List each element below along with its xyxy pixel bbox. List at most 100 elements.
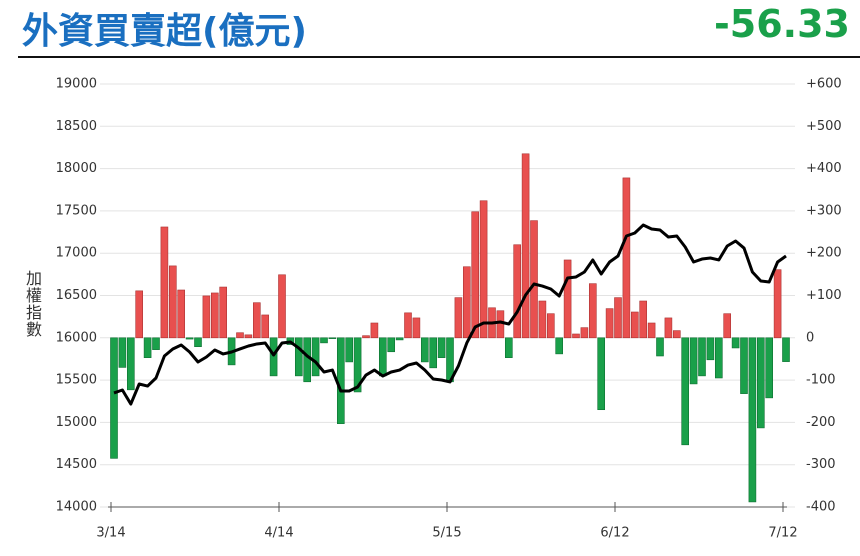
y2-tick-label: -400 (806, 500, 836, 515)
bar (714, 337, 723, 379)
bar (211, 292, 219, 339)
y-tick-label: 18000 (56, 161, 97, 176)
y-tick-label: 15000 (56, 415, 97, 430)
header-rule (18, 56, 860, 58)
bar (202, 295, 211, 339)
y-tick-label: 17000 (56, 246, 97, 261)
bar (538, 300, 547, 339)
bar (647, 322, 656, 339)
y2-tick-label: -200 (806, 415, 836, 430)
bar (370, 322, 379, 339)
bar (278, 274, 286, 339)
bar (706, 337, 715, 361)
bar (387, 337, 396, 353)
bar (437, 337, 446, 358)
x-tick-label: 7/12 (768, 526, 797, 541)
latest-value: -56.33 (714, 2, 850, 46)
bar (454, 297, 463, 339)
bar (656, 337, 664, 357)
y2-tick-label: +100 (806, 288, 842, 303)
bar (622, 177, 631, 339)
bar (253, 302, 261, 339)
x-tick-label: 3/14 (96, 526, 125, 541)
y2-tick-label: +500 (806, 119, 842, 134)
y2-tick-label: +300 (806, 203, 842, 218)
bar (723, 313, 732, 339)
bar (672, 330, 681, 339)
bar (261, 314, 270, 339)
bar (353, 337, 362, 393)
bar (328, 337, 337, 339)
bar (336, 337, 345, 424)
bar (219, 286, 227, 339)
bar (530, 220, 538, 339)
bar (639, 300, 648, 339)
bar (572, 333, 580, 339)
bar (563, 259, 572, 339)
y-axis-label: 加權指數 (23, 270, 42, 338)
y-tick-label: 14000 (56, 500, 97, 515)
bar (110, 337, 118, 459)
bar (412, 317, 421, 339)
x-tick-label: 6/12 (600, 526, 629, 541)
y-tick-label: 16500 (56, 288, 97, 303)
y2-tick-label: 0 (806, 330, 814, 345)
bar (546, 313, 555, 339)
bar (404, 312, 412, 339)
bar (740, 337, 748, 394)
bar (773, 269, 782, 339)
bar (160, 226, 169, 339)
y-tick-label: 19000 (56, 77, 97, 92)
bar (118, 337, 127, 368)
bar (765, 337, 774, 399)
x-tick-label: 4/14 (264, 526, 293, 541)
bar (311, 337, 320, 377)
bar (664, 317, 673, 339)
y2-tick-label: +400 (806, 161, 842, 176)
bar (362, 335, 370, 339)
y-tick-label: 18500 (56, 119, 97, 134)
bar (698, 337, 706, 377)
y-tick-label: 17500 (56, 203, 97, 218)
bar (462, 266, 471, 339)
bar (614, 297, 622, 339)
bar (169, 265, 177, 339)
bar (521, 153, 530, 339)
y2-tick-label: +200 (806, 246, 842, 261)
bar (303, 337, 312, 383)
y2-tick-label: +600 (806, 77, 842, 92)
bar (127, 337, 135, 391)
bar (177, 289, 185, 339)
bar (320, 337, 328, 344)
bar (496, 310, 505, 339)
bar (580, 327, 589, 339)
title: 外資買賣超(億元) (22, 11, 307, 52)
bar (269, 337, 278, 377)
bar (294, 337, 303, 377)
bar (429, 337, 438, 369)
bar (479, 200, 488, 339)
bar (471, 211, 480, 339)
bar (597, 337, 606, 411)
bar (555, 337, 564, 355)
bar (689, 337, 698, 385)
y2-tick-label: -100 (806, 373, 836, 388)
bar (194, 337, 202, 347)
bar (244, 334, 253, 339)
bar (504, 337, 513, 358)
bar (513, 244, 522, 339)
bar (345, 337, 354, 363)
bar (236, 332, 244, 339)
bar (681, 337, 690, 446)
y-tick-label: 14500 (56, 457, 97, 472)
bar (420, 337, 429, 363)
y-tick-label: 15500 (56, 373, 97, 388)
index-line (113, 223, 787, 406)
y2-tick-label: -300 (806, 457, 836, 472)
bar (605, 308, 614, 339)
bar (630, 311, 639, 339)
bar (756, 337, 765, 429)
bar (588, 283, 597, 339)
